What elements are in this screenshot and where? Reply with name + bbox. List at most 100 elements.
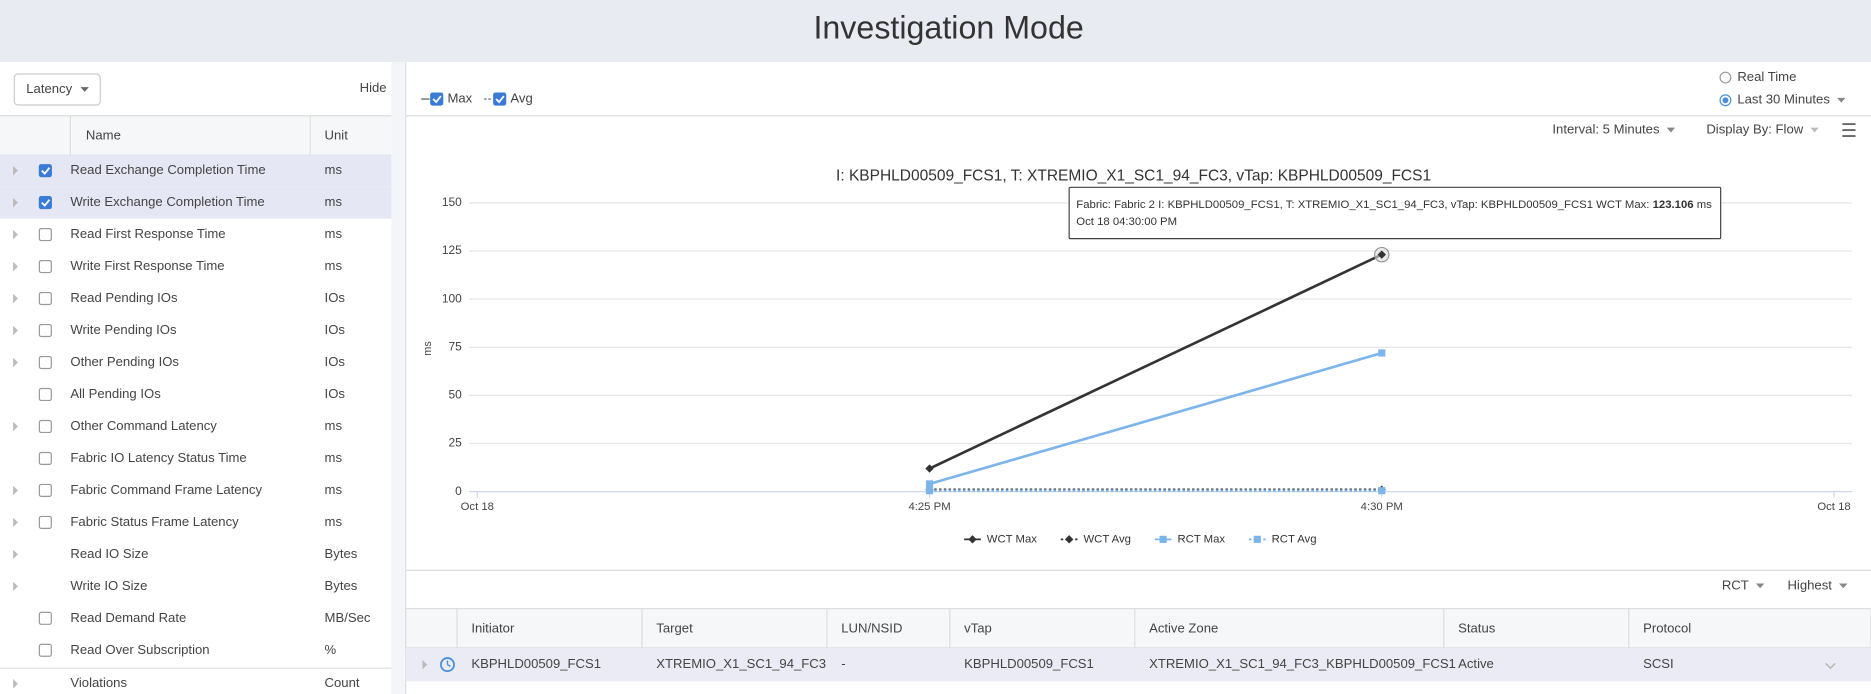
checkbox[interactable] xyxy=(38,196,52,210)
legend-label[interactable]: RCT Avg xyxy=(1272,533,1317,545)
metric-unit: ms xyxy=(325,450,343,465)
expand-arrow[interactable] xyxy=(13,261,18,272)
metric-unit: % xyxy=(325,642,337,657)
expand-arrow[interactable] xyxy=(13,357,18,368)
table-column-header: LUN/NSID xyxy=(841,620,902,635)
legend-label[interactable]: WCT Max xyxy=(987,533,1037,545)
metric-name[interactable]: Fabric Status Frame Latency xyxy=(70,514,239,529)
metric-unit: IOs xyxy=(325,290,346,305)
metric-unit: IOs xyxy=(325,354,346,369)
expand-arrow[interactable] xyxy=(13,678,18,689)
data-point xyxy=(925,464,934,473)
checkbox[interactable] xyxy=(38,355,52,370)
metric-name[interactable]: All Pending IOs xyxy=(70,386,161,401)
metric-name[interactable]: Other Command Latency xyxy=(70,418,217,433)
y-tick-label: 100 xyxy=(442,291,462,305)
expand-arrow[interactable] xyxy=(13,165,18,176)
checkbox[interactable] xyxy=(38,451,52,466)
y-axis-label: ms xyxy=(422,341,434,355)
checkbox[interactable] xyxy=(38,419,52,434)
metric-unit: ms xyxy=(325,514,343,529)
metric-name[interactable]: Read IO Size xyxy=(70,546,148,561)
checkbox[interactable] xyxy=(38,483,52,497)
metric-name[interactable]: Other Pending IOs xyxy=(70,354,179,369)
metric-name[interactable]: Write Exchange Completion Time xyxy=(70,194,264,209)
tooltip xyxy=(1068,186,1722,240)
x-tick-label: 4:25 PM xyxy=(908,501,950,513)
radio-label[interactable]: Last 30 Minutes xyxy=(1737,92,1830,107)
list-header xyxy=(0,115,392,156)
hide-link[interactable]: Hide xyxy=(360,80,387,95)
metric-name[interactable]: Read First Response Time xyxy=(70,226,225,241)
expand-arrow[interactable] xyxy=(13,229,18,240)
checkbox[interactable] xyxy=(430,92,444,106)
metric-name[interactable]: Write First Response Time xyxy=(70,258,224,273)
expand-arrow[interactable] xyxy=(13,485,18,496)
toggle-label[interactable]: Max xyxy=(447,91,472,106)
row-chevron[interactable] xyxy=(1825,662,1836,670)
caret xyxy=(1810,127,1819,133)
metric-name[interactable]: Read Over Subscription xyxy=(70,642,209,657)
tooltip-value: 123.106 xyxy=(1653,199,1694,211)
metric-unit: ms xyxy=(325,418,343,433)
expand-arrow[interactable] xyxy=(13,549,18,560)
table-header xyxy=(405,607,1871,649)
expand-arrow[interactable] xyxy=(13,197,18,208)
metric-unit: Bytes xyxy=(325,578,358,593)
interval-select[interactable]: Interval: 5 Minutes xyxy=(1552,122,1660,137)
checkbox[interactable] xyxy=(38,260,52,274)
caret xyxy=(1837,97,1846,103)
table-column-header: Status xyxy=(1458,620,1496,635)
legend-marker xyxy=(1064,535,1074,544)
row-highlight xyxy=(0,186,392,219)
metric-name[interactable]: Violations xyxy=(70,675,127,690)
tooltip-unit: ms xyxy=(1697,199,1712,211)
column-header: Name xyxy=(86,127,121,142)
checkbox[interactable] xyxy=(38,643,52,657)
expand-arrow[interactable] xyxy=(13,325,18,336)
toggle-label[interactable]: Avg xyxy=(510,91,532,106)
caret xyxy=(1839,583,1848,589)
expand-arrow[interactable] xyxy=(13,421,18,432)
checkbox[interactable] xyxy=(38,515,52,529)
caret xyxy=(1755,583,1765,589)
checkbox[interactable] xyxy=(38,291,52,306)
metric-name[interactable]: Write Pending IOs xyxy=(70,322,177,337)
metric-name[interactable]: Read Pending IOs xyxy=(70,290,178,305)
metric-name[interactable]: Fabric IO Latency Status Time xyxy=(70,450,246,465)
checkbox[interactable] xyxy=(38,228,52,242)
tooltip-time: Oct 18 04:30:00 PM xyxy=(1076,216,1177,228)
expand-arrow[interactable] xyxy=(13,517,18,528)
checkbox[interactable] xyxy=(38,164,52,178)
expand-arrow[interactable] xyxy=(13,293,18,304)
metric-unit: ms xyxy=(325,482,343,497)
metric-name[interactable]: Read Demand Rate xyxy=(70,610,186,625)
display-by-select[interactable]: Display By: Flow xyxy=(1706,122,1803,137)
legend-label[interactable]: WCT Avg xyxy=(1083,533,1130,545)
metric-select[interactable]: RCT xyxy=(1722,577,1749,592)
dropdown[interactable] xyxy=(13,73,101,106)
radio-label[interactable]: Real Time xyxy=(1737,69,1796,84)
table-column-header: vTap xyxy=(964,620,992,635)
metric-name[interactable]: Read Exchange Completion Time xyxy=(70,162,265,177)
legend-marker xyxy=(1253,535,1261,543)
radio-dot xyxy=(1722,97,1729,104)
dropdown-label[interactable]: Latency xyxy=(26,81,72,96)
expand-arrow[interactable] xyxy=(422,659,428,670)
expand-arrow[interactable] xyxy=(13,581,18,592)
checkbox[interactable] xyxy=(38,611,52,625)
metric-name[interactable]: Write IO Size xyxy=(70,578,147,593)
sidebar-gap xyxy=(391,62,406,694)
legend-label[interactable]: RCT Max xyxy=(1177,533,1225,545)
metric-name[interactable]: Fabric Command Frame Latency xyxy=(70,482,262,497)
radio[interactable] xyxy=(1719,71,1732,84)
order-select[interactable]: Highest xyxy=(1787,577,1832,592)
table-cell: KBPHLD00509_FCS1 xyxy=(471,656,601,671)
checkbox[interactable] xyxy=(38,323,52,338)
table-row[interactable] xyxy=(405,647,1871,682)
y-tick-label: 25 xyxy=(449,436,463,450)
checkbox[interactable] xyxy=(493,92,507,106)
metric-unit: IOs xyxy=(325,322,346,337)
checkbox[interactable] xyxy=(38,387,52,402)
